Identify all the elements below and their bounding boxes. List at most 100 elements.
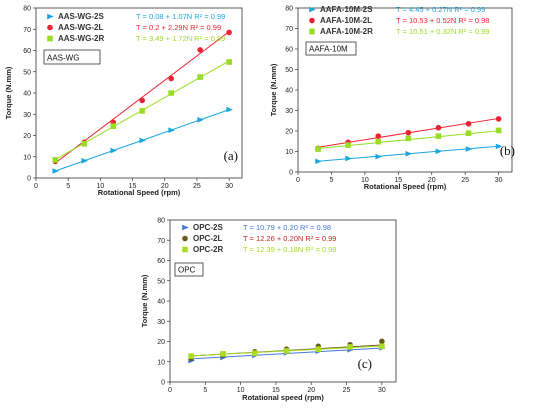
y-tick-label: 30 <box>157 319 165 326</box>
chart-panel-b: 0 5 10 15 20 25 30 0 10 20 30 40 50 60 70 80 Rotational … <box>269 5 515 191</box>
legend-label: AAS-WG-2S <box>58 12 104 21</box>
fit-equation: T = 3.49 + 1.72N R² = 0.99 <box>136 34 225 43</box>
x-tick-label: 15 <box>129 183 137 190</box>
data-point <box>435 148 443 155</box>
data-point <box>139 137 147 144</box>
data-point <box>188 353 194 359</box>
fit-equation: T = 0.2 + 2.29N R² = 0.99 <box>136 23 221 32</box>
data-point <box>52 168 60 174</box>
y-tick-label: 10 <box>157 359 165 366</box>
y-tick-label: 80 <box>285 6 293 13</box>
y-tick-label: 50 <box>157 278 165 285</box>
y-tick-label: 50 <box>285 67 293 74</box>
legend-marker <box>182 235 188 242</box>
data-point <box>315 146 321 152</box>
y-tick-label: 70 <box>23 27 31 34</box>
panel-letter: (b) <box>500 143 515 158</box>
data-point <box>345 155 352 162</box>
data-point <box>251 350 258 357</box>
data-point <box>168 90 174 96</box>
legend-entry: AAFA-10M-2R T = 10.51 + 0.32N R² = 0.99 <box>309 27 489 36</box>
dataset-label-box <box>305 41 357 56</box>
data-point <box>52 157 59 163</box>
chart-panel-c: 0 5 10 15 20 25 30 0 10 20 30 40 50 60 70 80 Rotational … <box>140 218 397 402</box>
y-tick-label: 60 <box>285 47 293 54</box>
legend-label: AAFA-10M-2L <box>320 16 372 25</box>
data-point <box>465 146 473 152</box>
x-axis-label: Rotational Speed (rpm) <box>364 182 447 191</box>
fit-equation: T = 10.51 + 0.32N R² = 0.99 <box>396 27 489 36</box>
x-tick-label: 25 <box>193 183 201 190</box>
data-point <box>379 343 385 350</box>
y-axis-label: Torque (N.mm) <box>140 274 149 327</box>
x-tick-label: 0 <box>296 177 300 184</box>
y-tick-label: 80 <box>157 218 165 225</box>
data-point <box>465 130 472 137</box>
legend-entry: OPC-2S T = 10.79 + 0.20 R² = 0.98 <box>182 223 331 232</box>
data-point <box>220 351 226 357</box>
legend-label: AAFA-10M-2R <box>320 27 373 36</box>
data-point <box>197 47 203 53</box>
data-point <box>110 147 118 154</box>
data-point <box>283 348 290 354</box>
y-tick-label: 10 <box>23 154 31 161</box>
legend-marker <box>47 24 53 31</box>
y-axis-label: Torque (N.mm) <box>269 63 278 116</box>
panel-letter: (a) <box>224 148 238 163</box>
fit-equation: T = 10.53 + 0.52N R² = 0.98 <box>396 16 489 25</box>
data-point <box>168 75 174 82</box>
x-axis-label: Rotational Speed (rpm) <box>98 188 181 197</box>
x-tick-label: 10 <box>96 183 104 190</box>
data-point <box>435 124 442 131</box>
data-point <box>81 157 89 164</box>
x-tick-label: 30 <box>225 183 233 190</box>
y-tick-label: 60 <box>23 48 31 55</box>
legend-entry: AAFA-10M-2L T = 10.53 + 0.52N R² = 0.98 <box>309 16 489 25</box>
x-tick-label: 25 <box>343 387 351 394</box>
dataset-label: AAS-WG <box>47 54 79 63</box>
y-tick-label: 20 <box>285 129 293 136</box>
legend-entry: AAFA-10M-2S T = 4.45 + 0.27N R² = 0.99 <box>309 5 485 14</box>
data-point <box>110 123 117 129</box>
y-tick-label: 80 <box>23 6 31 13</box>
data-point <box>81 140 88 147</box>
y-tick-label: 20 <box>23 133 31 140</box>
data-point <box>495 127 502 134</box>
data-point <box>465 121 472 127</box>
y-tick-label: 50 <box>23 69 31 76</box>
series-AAFA-10M-2S <box>315 143 503 165</box>
y-tick-label: 40 <box>23 91 31 98</box>
x-tick-label: 15 <box>272 387 280 394</box>
series-AAS-WG-2S <box>52 106 233 174</box>
x-tick-label: 5 <box>203 387 207 394</box>
y-tick-label: 0 <box>289 170 293 177</box>
x-tick-label: 5 <box>66 183 70 190</box>
legend-label: OPC-2S <box>193 223 223 232</box>
data-point <box>375 133 382 139</box>
data-point <box>405 150 413 157</box>
y-tick-label: 40 <box>157 299 165 306</box>
data-point <box>226 106 233 113</box>
fit-equation: T = 12.26 + 0.20N R² = 0.99 <box>243 234 336 243</box>
dataset-label-box <box>174 262 204 277</box>
series-OPC-2R <box>188 343 385 359</box>
data-point <box>226 59 232 65</box>
legend-label: OPC-2L <box>193 234 222 243</box>
y-tick-label: 30 <box>23 112 31 119</box>
y-tick-label: 70 <box>157 238 165 245</box>
legend-marker <box>309 28 315 35</box>
fit-equation: T = 4.45 + 0.27N R² = 0.99 <box>396 5 485 14</box>
data-point <box>375 153 383 160</box>
series-AAFA-10M-2R <box>315 127 502 152</box>
data-point <box>375 138 382 145</box>
legend-entry: AAS-WG-2R T = 3.49 + 1.72N R² = 0.99 <box>47 34 225 43</box>
y-tick-label: 60 <box>157 258 165 265</box>
legend-marker <box>47 35 53 42</box>
data-point <box>345 142 351 148</box>
data-point <box>495 143 503 150</box>
fit-equation: T = 0.08 + 1.07N R² = 0.99 <box>136 12 225 21</box>
y-tick-label: 0 <box>27 176 31 183</box>
legend-marker <box>47 13 54 20</box>
data-point <box>405 129 412 136</box>
